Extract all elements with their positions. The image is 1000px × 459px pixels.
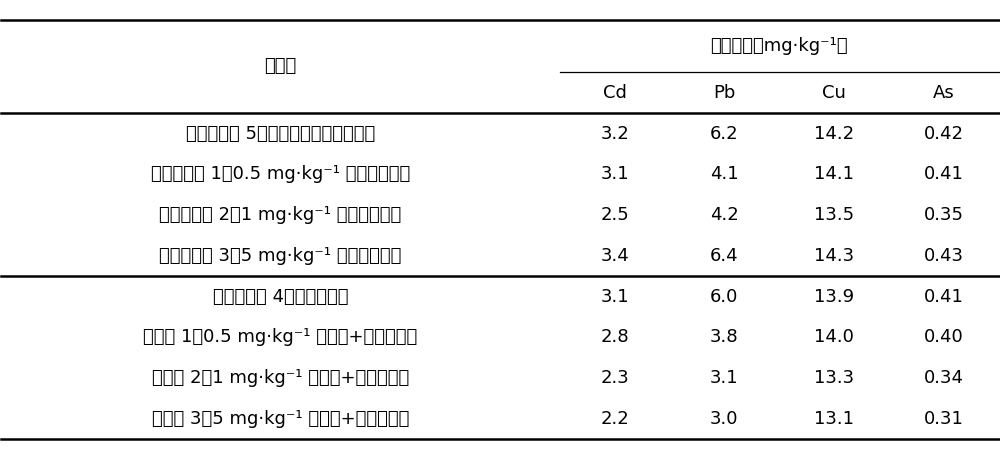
Text: 对比实施例 3（5 mg·kg⁻¹ 硒离子处理）: 对比实施例 3（5 mg·kg⁻¹ 硒离子处理） bbox=[159, 247, 402, 265]
Text: Cd: Cd bbox=[603, 84, 627, 101]
Text: 14.1: 14.1 bbox=[814, 165, 854, 183]
Text: 0.31: 0.31 bbox=[924, 410, 964, 428]
Text: 0.41: 0.41 bbox=[924, 165, 964, 183]
Text: 2.8: 2.8 bbox=[600, 329, 629, 347]
Text: 13.5: 13.5 bbox=[814, 206, 854, 224]
Text: 实施例 3（5 mg·kg⁻¹ 硒离子+菌剂处理）: 实施例 3（5 mg·kg⁻¹ 硒离子+菌剂处理） bbox=[152, 410, 409, 428]
Text: 0.43: 0.43 bbox=[924, 247, 964, 265]
Text: 金属浓度（mg·kg⁻¹）: 金属浓度（mg·kg⁻¹） bbox=[710, 37, 848, 55]
Text: 14.2: 14.2 bbox=[814, 124, 854, 143]
Text: 实施例: 实施例 bbox=[264, 57, 297, 75]
Text: 0.41: 0.41 bbox=[924, 288, 964, 306]
Text: 13.3: 13.3 bbox=[814, 369, 854, 387]
Text: 2.3: 2.3 bbox=[600, 369, 629, 387]
Text: 0.40: 0.40 bbox=[924, 329, 964, 347]
Text: 2.2: 2.2 bbox=[600, 410, 629, 428]
Text: 4.2: 4.2 bbox=[710, 206, 739, 224]
Text: 3.2: 3.2 bbox=[600, 124, 629, 143]
Text: 14.3: 14.3 bbox=[814, 247, 854, 265]
Text: 13.9: 13.9 bbox=[814, 288, 854, 306]
Text: 0.34: 0.34 bbox=[924, 369, 964, 387]
Text: 0.35: 0.35 bbox=[924, 206, 964, 224]
Text: Cu: Cu bbox=[822, 84, 846, 101]
Text: 对比实施例 1（0.5 mg·kg⁻¹ 硒离子处理）: 对比实施例 1（0.5 mg·kg⁻¹ 硒离子处理） bbox=[151, 165, 410, 183]
Text: 实施例 1（0.5 mg·kg⁻¹ 硒离子+菌剂处理）: 实施例 1（0.5 mg·kg⁻¹ 硒离子+菌剂处理） bbox=[143, 329, 418, 347]
Text: 6.2: 6.2 bbox=[710, 124, 739, 143]
Text: 13.1: 13.1 bbox=[814, 410, 854, 428]
Text: 3.0: 3.0 bbox=[710, 410, 739, 428]
Text: 6.4: 6.4 bbox=[710, 247, 739, 265]
Text: As: As bbox=[933, 84, 955, 101]
Text: Pb: Pb bbox=[713, 84, 736, 101]
Text: 4.1: 4.1 bbox=[710, 165, 739, 183]
Text: 对比实施例 5（无硒离子和菌剂处理）: 对比实施例 5（无硒离子和菌剂处理） bbox=[186, 124, 375, 143]
Text: 3.1: 3.1 bbox=[600, 288, 629, 306]
Text: 14.0: 14.0 bbox=[814, 329, 854, 347]
Text: 对比实施例 2（1 mg·kg⁻¹ 硒离子处理）: 对比实施例 2（1 mg·kg⁻¹ 硒离子处理） bbox=[159, 206, 402, 224]
Text: 对比实施例 4（菌剂处理）: 对比实施例 4（菌剂处理） bbox=[213, 288, 348, 306]
Text: 3.1: 3.1 bbox=[710, 369, 739, 387]
Text: 3.1: 3.1 bbox=[600, 165, 629, 183]
Text: 2.5: 2.5 bbox=[600, 206, 629, 224]
Text: 3.4: 3.4 bbox=[600, 247, 629, 265]
Text: 实施例 2（1 mg·kg⁻¹ 硒离子+菌剂处理）: 实施例 2（1 mg·kg⁻¹ 硒离子+菌剂处理） bbox=[152, 369, 409, 387]
Text: 6.0: 6.0 bbox=[710, 288, 739, 306]
Text: 3.8: 3.8 bbox=[710, 329, 739, 347]
Text: 0.42: 0.42 bbox=[924, 124, 964, 143]
